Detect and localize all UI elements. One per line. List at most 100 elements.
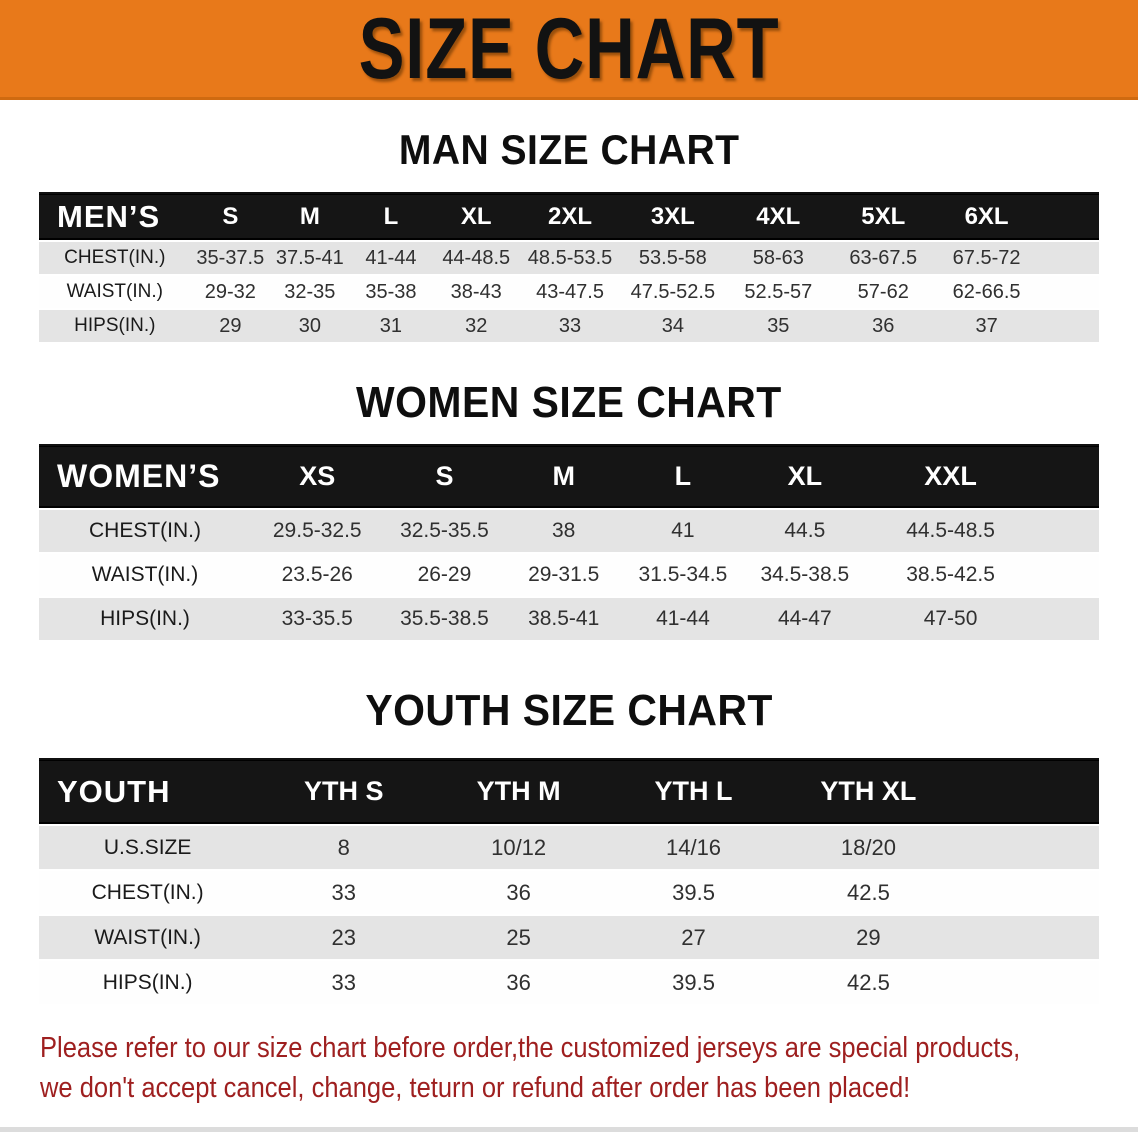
size-column-header: YTH XL (780, 760, 956, 824)
size-value-cell: 42.5 (780, 959, 956, 1004)
table-row: CHEST(IN.) 29.5-32.5 32.5-35.5 38 41 44.5 44.5… (39, 508, 1099, 552)
disclaimer: Please refer to our size chart before or… (0, 1028, 1138, 1108)
size-value-cell: 37 (935, 308, 1038, 342)
size-value-cell: 32 (432, 308, 521, 342)
row-label: U.S.SIZE (39, 824, 257, 869)
size-value-cell: 48.5-53.5 (520, 240, 620, 274)
size-value-cell: 23.5-26 (251, 552, 384, 596)
row-label: WAIST(IN.) (39, 914, 257, 959)
size-chart-banner: SIZE CHART (0, 0, 1138, 100)
table-row: HIPS(IN.) 33-35.5 35.5-38.5 38.5-41 41-44 44-… (39, 596, 1099, 640)
size-value-cell: 35.5-38.5 (383, 596, 506, 640)
size-column-header: 4XL (725, 194, 831, 240)
size-value-cell: 35-38 (349, 274, 433, 308)
row-label: CHEST(IN.) (39, 508, 251, 552)
size-value-cell: 29-31.5 (505, 552, 622, 596)
table-title-cell: MEN’S (39, 194, 191, 240)
table-header-row: MEN’S S M L XL 2XL 3XL 4XL 5XL 6XL (39, 194, 1099, 240)
bottom-edge-strip (0, 1127, 1138, 1132)
size-value-cell: 63-67.5 (830, 240, 936, 274)
size-value-cell: 44.5-48.5 (865, 508, 1036, 552)
size-column-header: 5XL (830, 194, 936, 240)
size-value-cell: 67.5-72 (935, 240, 1038, 274)
header-spacer-cell (955, 760, 1099, 824)
size-value-cell: 18/20 (780, 824, 956, 869)
banner-title: SIZE CHART (358, 0, 780, 97)
row-label: HIPS(IN.) (39, 596, 251, 640)
table-row: CHEST(IN.) 35-37.5 37.5-41 41-44 44-48.5 48.5… (39, 240, 1099, 274)
table-header-row: WOMEN’S XS S M L XL XXL (39, 446, 1099, 508)
size-value-cell: 34 (619, 308, 726, 342)
table-row: HIPS(IN.) 33 36 39.5 42.5 (39, 959, 1099, 1004)
size-value-cell: 47.5-52.5 (619, 274, 726, 308)
disclaimer-line-2: we don't accept cancel, change, teturn o… (40, 1068, 1138, 1108)
size-value-cell: 29.5-32.5 (251, 508, 384, 552)
size-value-cell: 38 (505, 508, 622, 552)
size-column-header: YTH M (431, 760, 607, 824)
size-column-header: L (349, 194, 433, 240)
size-value-cell: 44-47 (743, 596, 866, 640)
table-header-row: YOUTH YTH S YTH M YTH L YTH XL (39, 760, 1099, 824)
row-spacer-cell (955, 959, 1099, 1004)
size-value-cell: 36 (431, 959, 607, 1004)
size-value-cell: 39.5 (606, 869, 781, 914)
row-label: WAIST(IN.) (39, 274, 191, 308)
size-value-cell: 31.5-34.5 (621, 552, 744, 596)
row-label: CHEST(IN.) (39, 240, 191, 274)
size-value-cell: 62-66.5 (935, 274, 1038, 308)
row-spacer-cell (1035, 508, 1099, 552)
size-value-cell: 33-35.5 (251, 596, 384, 640)
size-value-cell: 36 (830, 308, 936, 342)
row-spacer-cell (1037, 308, 1099, 342)
size-value-cell: 44-48.5 (432, 240, 521, 274)
size-column-header: XL (432, 194, 521, 240)
size-value-cell: 29-32 (190, 274, 271, 308)
women-section-title-text: WOMEN SIZE CHART (356, 378, 782, 427)
size-column-header: M (505, 446, 622, 508)
size-value-cell: 10/12 (431, 824, 607, 869)
size-column-header: M (270, 194, 350, 240)
size-value-cell: 29 (780, 914, 956, 959)
size-value-cell: 14/16 (606, 824, 781, 869)
disclaimer-line-2-text: we don't accept cancel, change, teturn o… (40, 1072, 911, 1104)
size-value-cell: 44.5 (743, 508, 866, 552)
size-value-cell: 57-62 (830, 274, 936, 308)
size-column-header: S (383, 446, 506, 508)
row-spacer-cell (1035, 552, 1099, 596)
disclaimer-line-1-text: Please refer to our size chart before or… (40, 1032, 1021, 1064)
table-title-cell: WOMEN’S (39, 446, 251, 508)
table-row: CHEST(IN.) 33 36 39.5 42.5 (39, 869, 1099, 914)
table-title-cell: YOUTH (39, 760, 257, 824)
row-spacer-cell (1037, 274, 1099, 308)
men-section-title-text: MAN SIZE CHART (398, 126, 740, 173)
size-column-header: YTH S (256, 760, 432, 824)
table-row: U.S.SIZE 8 10/12 14/16 18/20 (39, 824, 1099, 869)
size-value-cell: 42.5 (780, 869, 956, 914)
size-value-cell: 31 (349, 308, 433, 342)
size-value-cell: 41-44 (349, 240, 433, 274)
size-value-cell: 58-63 (725, 240, 831, 274)
size-value-cell: 39.5 (606, 959, 781, 1004)
row-spacer-cell (955, 824, 1099, 869)
size-value-cell: 41 (621, 508, 744, 552)
size-value-cell: 36 (431, 869, 607, 914)
size-value-cell: 33 (256, 959, 432, 1004)
table-row: WAIST(IN.) 29-32 32-35 35-38 38-43 43-47.5 47.… (39, 274, 1099, 308)
row-spacer-cell (955, 869, 1099, 914)
disclaimer-line-1: Please refer to our size chart before or… (40, 1028, 1138, 1068)
size-value-cell: 33 (520, 308, 620, 342)
size-value-cell: 34.5-38.5 (743, 552, 866, 596)
size-value-cell: 8 (256, 824, 432, 869)
size-value-cell: 35 (725, 308, 831, 342)
size-column-header: 2XL (520, 194, 620, 240)
row-spacer-cell (1037, 240, 1099, 274)
size-column-header: S (190, 194, 271, 240)
table-row: HIPS(IN.) 29 30 31 32 33 34 35 36 37 (39, 308, 1099, 342)
size-value-cell: 53.5-58 (619, 240, 726, 274)
row-label: CHEST(IN.) (39, 869, 257, 914)
size-column-header: 6XL (935, 194, 1038, 240)
size-column-header: XXL (865, 446, 1036, 508)
table-row: WAIST(IN.) 23.5-26 26-29 29-31.5 31.5-34.5 34… (39, 552, 1099, 596)
size-value-cell: 47-50 (865, 596, 1036, 640)
row-spacer-cell (955, 914, 1099, 959)
